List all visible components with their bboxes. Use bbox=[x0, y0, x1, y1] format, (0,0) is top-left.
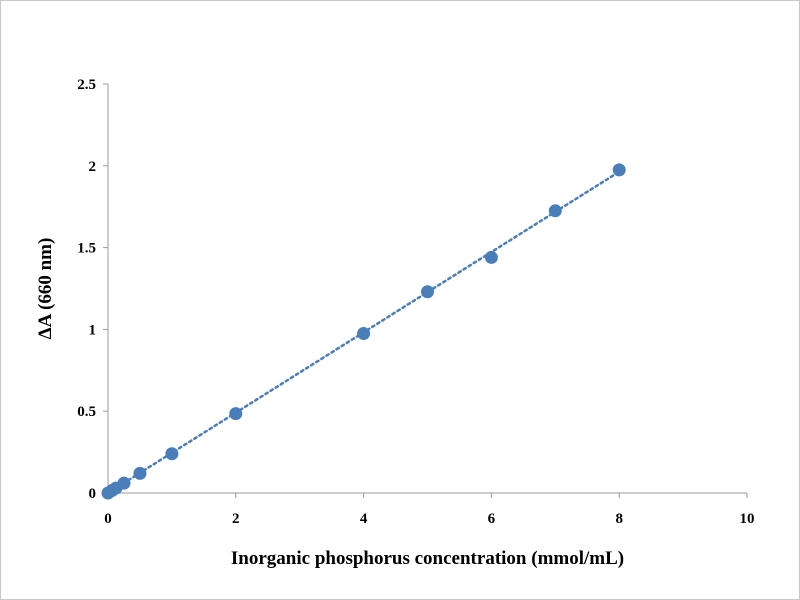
data-point bbox=[357, 326, 371, 340]
axes bbox=[107, 84, 747, 494]
x-tick-label: 2 bbox=[232, 511, 240, 527]
data-point bbox=[612, 163, 626, 177]
y-tick-label: 0 bbox=[89, 486, 97, 502]
x-tick-label: 10 bbox=[740, 511, 755, 527]
data-point bbox=[165, 447, 179, 461]
x-tick-label: 6 bbox=[488, 511, 496, 527]
x-tick-label: 4 bbox=[360, 511, 368, 527]
data-point bbox=[548, 204, 562, 218]
y-tick-label: 2.5 bbox=[77, 77, 96, 93]
y-axis-title: ΔA (660 nm) bbox=[35, 238, 56, 340]
y-tick-label: 1.5 bbox=[77, 241, 96, 257]
data-point bbox=[484, 250, 498, 264]
y-tick-label: 1 bbox=[89, 322, 97, 338]
data-point bbox=[421, 285, 434, 299]
y-tick-label: 0.5 bbox=[77, 404, 96, 420]
data-point bbox=[229, 407, 243, 421]
y-ticks: 0 0.5 1 1.5 2 2.5 bbox=[77, 77, 108, 502]
x-axis-title: Inorganic phosphorus concentration (mmol… bbox=[231, 548, 624, 569]
data-point bbox=[117, 476, 131, 490]
x-tick-label: 8 bbox=[615, 511, 623, 527]
x-tick-label: 0 bbox=[104, 511, 112, 527]
x-ticks: 0 2 4 6 8 10 bbox=[104, 493, 755, 527]
data-point bbox=[133, 466, 147, 480]
y-tick-label: 2 bbox=[89, 159, 97, 175]
data-points bbox=[101, 163, 626, 500]
